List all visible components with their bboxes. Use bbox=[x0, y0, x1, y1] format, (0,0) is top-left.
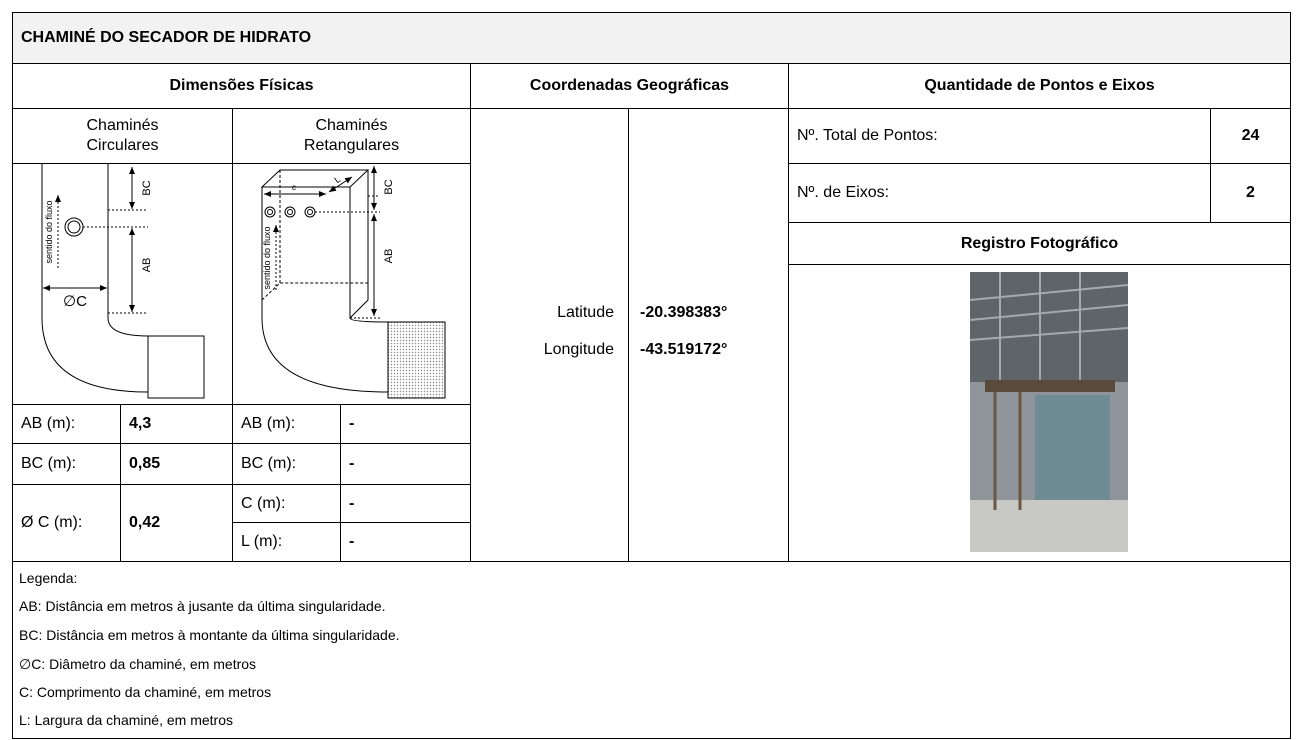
rectangular-diagram bbox=[260, 166, 446, 399]
legend-item: BC: Distância em metros à montante da úl… bbox=[19, 627, 400, 643]
diagram-label: c bbox=[292, 183, 296, 192]
photo bbox=[969, 272, 1129, 552]
legend-item: L: Largura da chaminé, em metros bbox=[19, 712, 233, 728]
legend-item: C: Comprimento da chaminé, em metros bbox=[19, 684, 272, 700]
diagram-label: ∅C bbox=[63, 293, 87, 310]
coord-label: Latitude bbox=[557, 304, 614, 321]
coord-label: Longitude bbox=[543, 341, 614, 358]
diagram-label: sentido do fluxo bbox=[44, 200, 54, 263]
diagram-label: AB bbox=[383, 249, 395, 264]
diagram-label: L bbox=[332, 174, 342, 185]
diagram-label: BC bbox=[141, 180, 153, 195]
photo-cell bbox=[788, 264, 1291, 562]
legend-title: Legenda: bbox=[19, 570, 78, 586]
title: CHAMINÉ DO SECADOR DE HIDRATO bbox=[12, 12, 1291, 64]
legend-box bbox=[12, 561, 1291, 739]
circular-diagram bbox=[41, 163, 205, 399]
coord-value: -43.519172° bbox=[640, 341, 728, 358]
legend-item: AB: Distância em metros à jusante da últ… bbox=[19, 598, 386, 614]
legend-item: ∅C: Diâmetro da chaminé, em metros bbox=[19, 656, 257, 672]
diagram-label: AB bbox=[141, 258, 153, 273]
diagram-label: BC bbox=[383, 179, 395, 194]
coord-value: -20.398383° bbox=[640, 304, 728, 321]
diagram-label: sentido do fluxo bbox=[262, 226, 272, 289]
